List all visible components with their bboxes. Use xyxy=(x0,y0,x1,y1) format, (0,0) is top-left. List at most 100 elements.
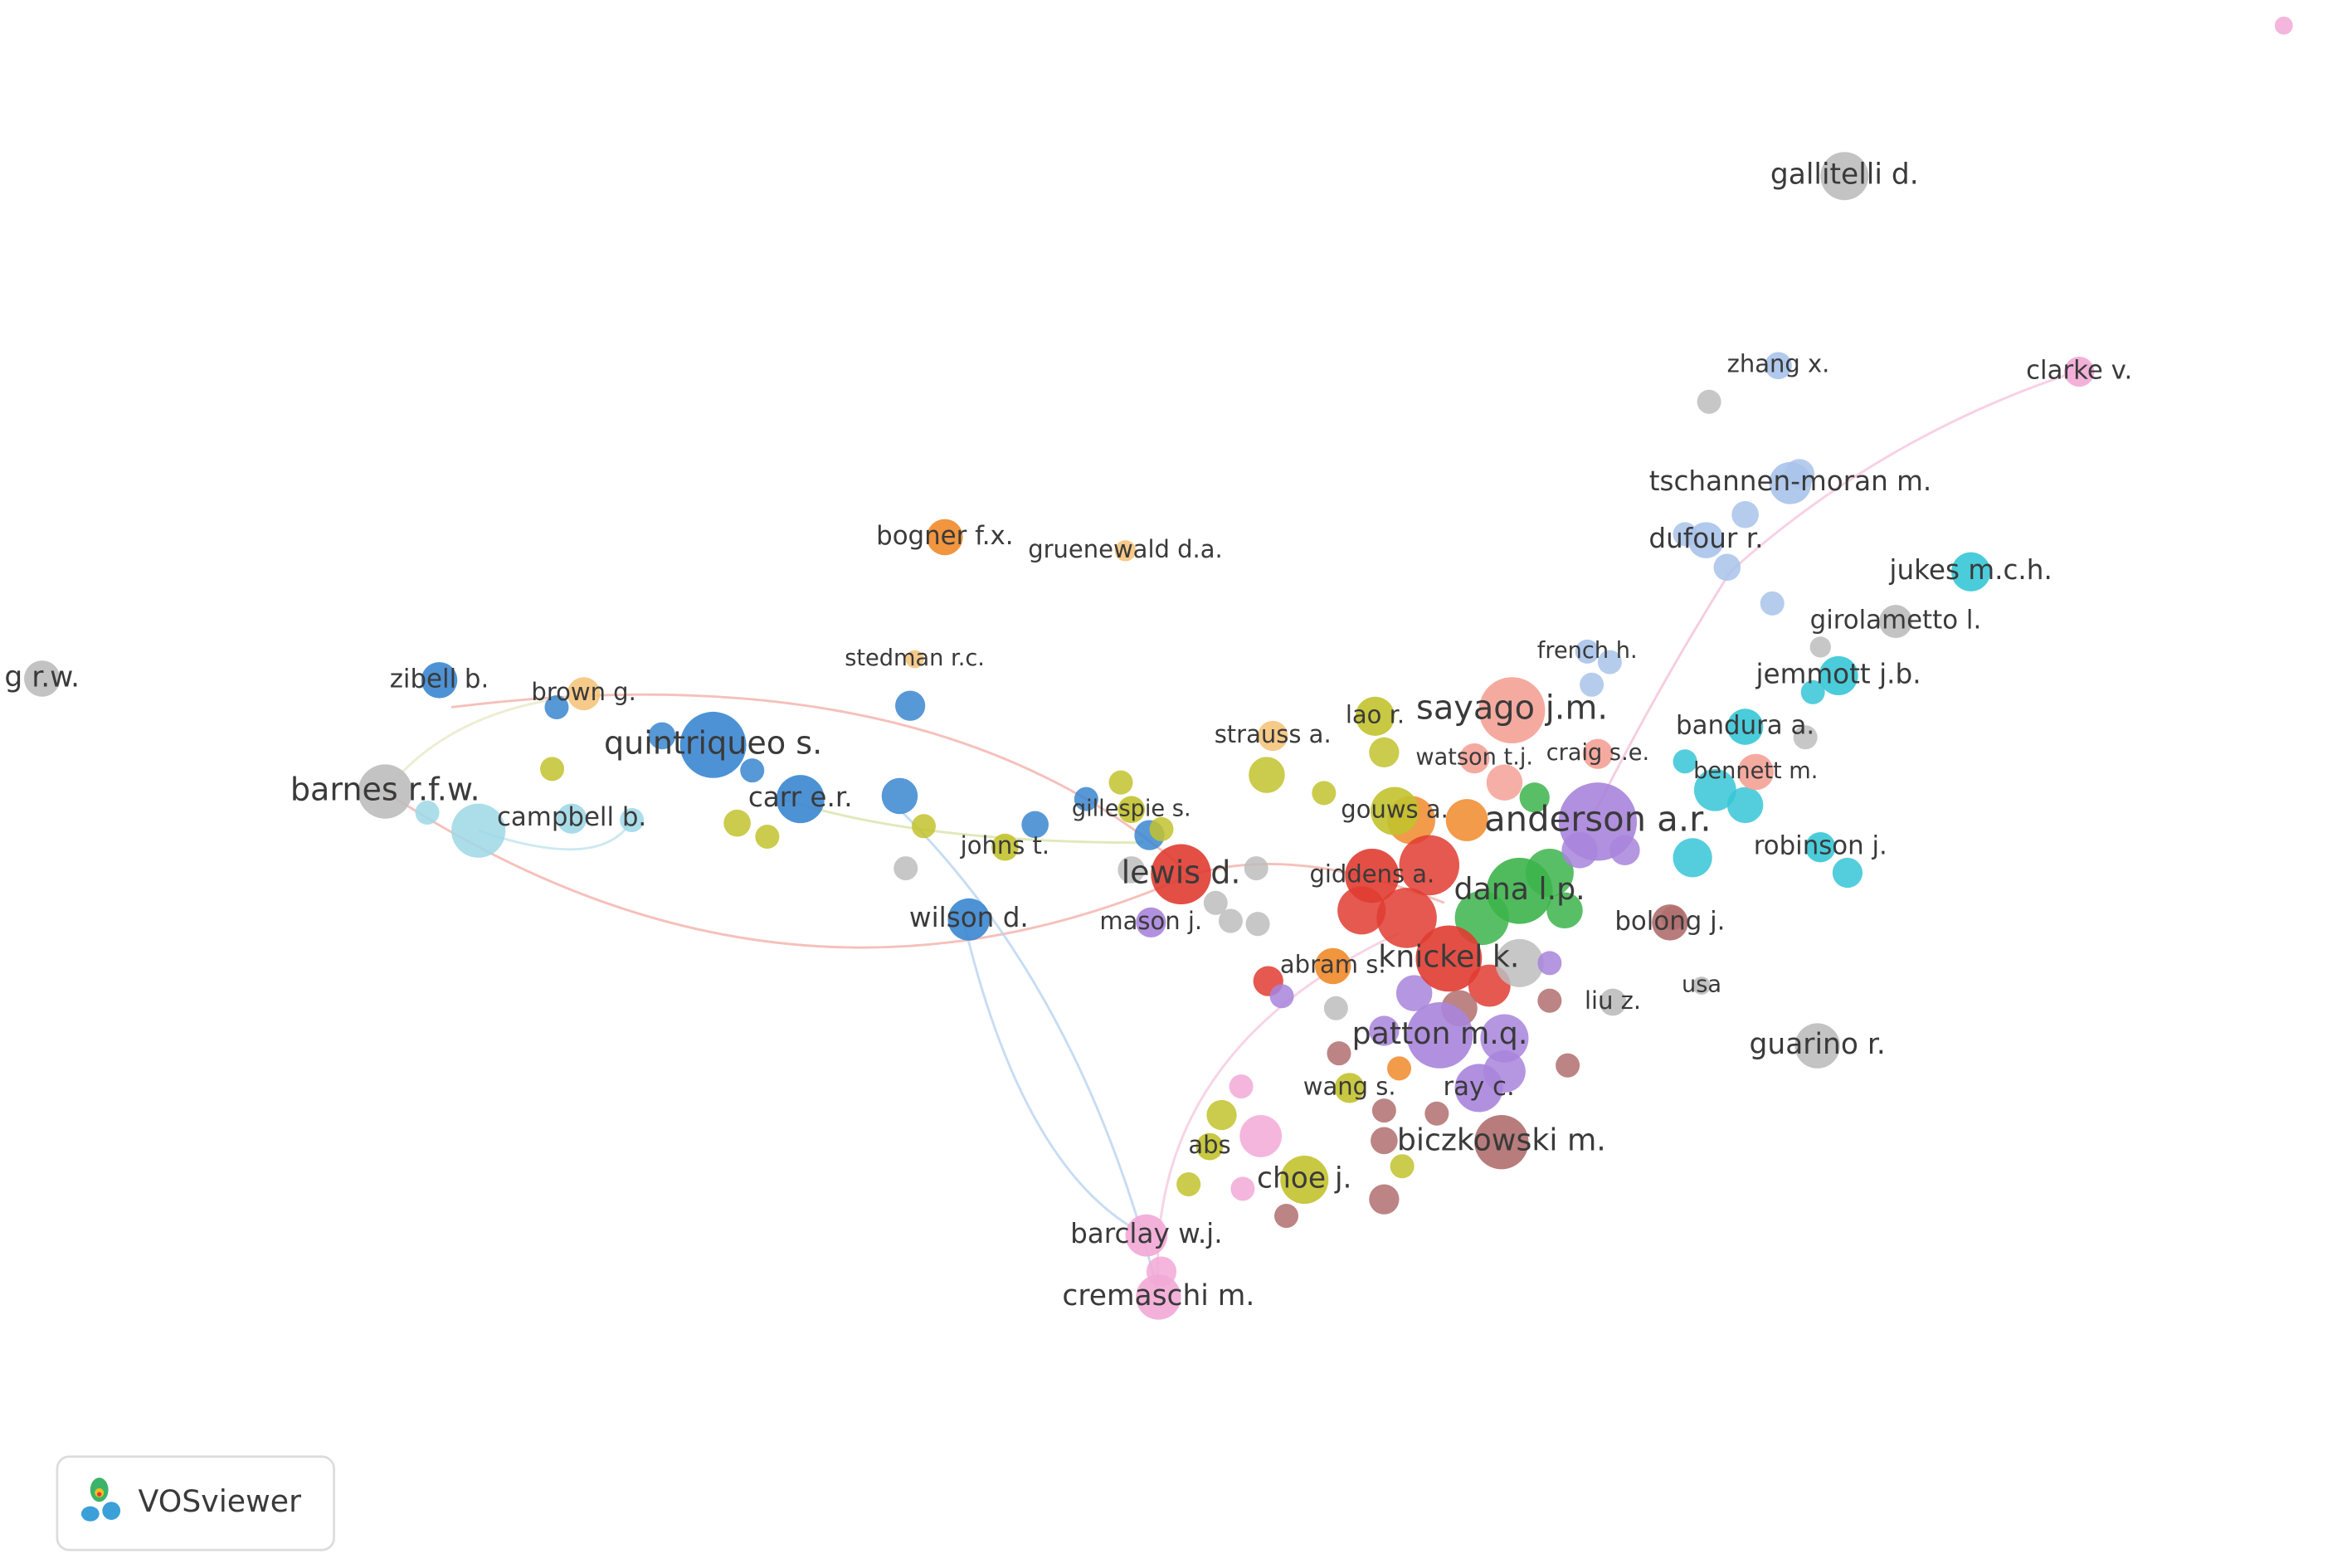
node-circle xyxy=(1459,743,1490,774)
logo-icon xyxy=(80,1478,121,1522)
node-circle xyxy=(1314,947,1351,985)
node-circle xyxy=(991,833,1019,861)
node-label: abram s. xyxy=(1280,950,1386,978)
node-label: barnes r.f.w. xyxy=(290,772,480,808)
node-circle xyxy=(1406,1002,1473,1069)
node-dot xyxy=(895,690,926,721)
node-circle xyxy=(1951,552,1991,592)
node xyxy=(1478,677,1546,744)
node xyxy=(1459,743,1490,774)
node-circle xyxy=(1474,1115,1529,1170)
node-dot xyxy=(740,758,765,783)
node-label: craig s.e. xyxy=(1546,740,1649,766)
node-dot xyxy=(1519,782,1550,813)
node-circle xyxy=(1575,639,1600,664)
node-circle xyxy=(1687,522,1725,558)
edge xyxy=(962,918,1147,1237)
node-label: carr e.r. xyxy=(748,782,853,813)
node-circle xyxy=(1558,782,1638,861)
node-dot xyxy=(1108,770,1133,795)
edge xyxy=(902,811,1160,1295)
node-label: lao r. xyxy=(1346,700,1405,728)
node-label: wang s. xyxy=(1303,1072,1396,1100)
node-circle xyxy=(927,519,963,556)
node-circle xyxy=(1415,925,1483,992)
node-dot xyxy=(1269,984,1294,1009)
node-dot xyxy=(2274,16,2293,35)
node-label: wilson d. xyxy=(909,902,1029,933)
node-circle xyxy=(1114,540,1137,562)
node-circle xyxy=(1125,1214,1168,1257)
node-dot xyxy=(1387,1056,1412,1081)
logo-text: VOSviewer xyxy=(139,1483,302,1519)
node-circle xyxy=(1151,844,1211,905)
node-dot xyxy=(1697,389,1721,414)
node-label: jemmott j.b. xyxy=(1755,658,1921,689)
node-dot xyxy=(1580,672,1604,697)
node-dot xyxy=(1118,856,1146,884)
node-circle xyxy=(1819,655,1858,695)
node xyxy=(1737,753,1775,791)
node-dot xyxy=(1760,591,1785,616)
node xyxy=(24,660,61,697)
node-dot xyxy=(1230,1176,1255,1201)
node-label: jukes m.c.h. xyxy=(1888,554,2052,586)
node-circle xyxy=(1769,461,1812,504)
node xyxy=(927,519,963,556)
node-label: watson t.j. xyxy=(1415,745,1533,771)
node-dot xyxy=(540,757,565,782)
node-dot xyxy=(1371,1127,1398,1155)
node-dot xyxy=(755,824,780,849)
node-dot xyxy=(1245,912,1270,937)
node xyxy=(905,650,924,669)
logo-box[interactable]: VOSviewer xyxy=(56,1455,335,1551)
node-circle xyxy=(1582,738,1614,769)
node-label: stedman r.c. xyxy=(845,645,985,671)
node-dot xyxy=(1176,1171,1201,1196)
node-dot xyxy=(1390,1154,1415,1179)
node-dot xyxy=(1369,1015,1400,1046)
node-label: sayago j.m. xyxy=(1416,689,1608,728)
node-dot xyxy=(1445,799,1488,841)
node-circle xyxy=(1136,907,1166,938)
node-circle xyxy=(1652,904,1688,941)
node-circle xyxy=(1195,1132,1224,1161)
node-dot xyxy=(1229,1074,1254,1099)
node-circle xyxy=(1486,857,1553,924)
node-label: bandura a. xyxy=(1676,711,1814,741)
node xyxy=(1726,709,1764,745)
node xyxy=(1406,1002,1473,1069)
node xyxy=(1415,925,1483,992)
node-dot xyxy=(723,809,751,837)
node xyxy=(679,711,747,778)
node-label: liu z. xyxy=(1585,986,1641,1015)
node xyxy=(1558,782,1638,861)
node xyxy=(1819,655,1858,695)
node-circle xyxy=(1454,1064,1503,1113)
nodes: gallitelli d. zhang x. clarke v. tschannen-… xyxy=(4,152,2132,1320)
node xyxy=(1151,844,1211,905)
node xyxy=(1280,1156,1329,1205)
node-circle xyxy=(567,677,601,711)
node-dot xyxy=(1323,996,1348,1020)
node xyxy=(358,764,412,819)
node-dot xyxy=(1239,1115,1283,1157)
node-dot xyxy=(1486,764,1523,801)
node-dot xyxy=(1673,749,1697,774)
node-circle xyxy=(1478,677,1546,744)
node xyxy=(1879,605,1912,639)
node-circle xyxy=(1355,696,1395,736)
node-label: barclay w.j. xyxy=(1070,1218,1223,1249)
node-label: girolametto l. xyxy=(1810,606,1982,635)
node-label: ray c. xyxy=(1443,1072,1514,1102)
node-label: dana l.p. xyxy=(1454,871,1585,907)
node-circle xyxy=(1334,1073,1365,1103)
node-dot xyxy=(415,800,440,825)
node-circle xyxy=(358,764,412,819)
edge xyxy=(1593,571,1731,814)
node xyxy=(1687,522,1725,558)
node-circle xyxy=(1879,605,1912,639)
node-circle xyxy=(24,660,61,697)
node-circle xyxy=(556,803,587,834)
